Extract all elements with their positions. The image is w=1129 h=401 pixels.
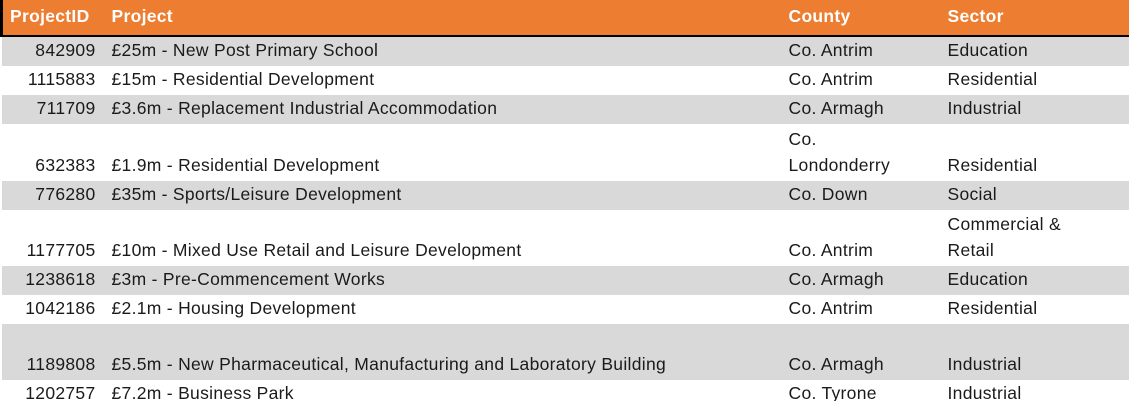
cell-project: £7.2m - Business Park	[102, 380, 783, 401]
cell-project: £3m - Pre-Commencement Works	[102, 266, 783, 295]
column-header-county: County	[782, 0, 943, 37]
table-row: 1042186 £2.1m - Housing Development Co. …	[1, 295, 1129, 324]
cell-project-id: 1115883	[1, 66, 103, 95]
cell-project-id: 632383	[1, 124, 103, 181]
cell-county: Co. Down	[782, 181, 943, 210]
cell-county: Co. Antrim	[782, 210, 943, 266]
cell-sector: Residential	[942, 295, 1129, 324]
cell-county: Co. Londonderry	[782, 124, 943, 181]
table-row: 1115883 £15m - Residential Development C…	[1, 66, 1129, 95]
cell-project: £2.1m - Housing Development	[102, 295, 783, 324]
cell-project-id: 776280	[1, 181, 103, 210]
cell-project: £25m - New Post Primary School	[102, 36, 783, 66]
column-header-projectid: ProjectID	[0, 0, 103, 37]
cell-county: Co. Armagh	[782, 95, 943, 124]
table-row: 632383 £1.9m - Residential Development C…	[1, 124, 1129, 181]
column-header-sector: Sector	[942, 0, 1129, 37]
table-row: 1189808 £5.5m - New Pharmaceutical, Manu…	[1, 324, 1129, 380]
cell-project-id: 1238618	[1, 266, 103, 295]
cell-sector: Commercial & Retail	[942, 210, 1129, 266]
cell-project: £10m - Mixed Use Retail and Leisure Deve…	[102, 210, 783, 266]
cell-project: £5.5m - New Pharmaceutical, Manufacturin…	[102, 324, 783, 380]
table-row: 776280 £35m - Sports/Leisure Development…	[1, 181, 1129, 210]
table-row: 711709 £3.6m - Replacement Industrial Ac…	[1, 95, 1129, 124]
header-row: ProjectID Project County Sector	[0, 0, 1129, 37]
cell-county: Co. Antrim	[782, 66, 943, 95]
cell-sector: Industrial	[942, 324, 1129, 380]
cell-project: £15m - Residential Development	[102, 66, 783, 95]
cell-project-id: 1189808	[1, 324, 103, 380]
table-row: 842909 £25m - New Post Primary School Co…	[1, 36, 1129, 66]
cell-sector: Social	[942, 181, 1129, 210]
cell-project-id: 1202757	[1, 380, 103, 401]
table-row: 1177705 £10m - Mixed Use Retail and Leis…	[1, 210, 1129, 266]
cell-county: Co. Tyrone	[782, 380, 943, 401]
cell-project-id: 1042186	[1, 295, 103, 324]
cell-project-id: 1177705	[1, 210, 103, 266]
cell-county: Co. Antrim	[782, 295, 943, 324]
cell-sector: Residential	[942, 124, 1129, 181]
cell-project: £1.9m - Residential Development	[102, 124, 783, 181]
table-body: 842909 £25m - New Post Primary School Co…	[1, 36, 1129, 401]
table-header: ProjectID Project County Sector	[0, 0, 1129, 37]
cell-county: Co. Armagh	[782, 266, 943, 295]
cell-project-id: 842909	[1, 36, 103, 66]
cell-sector: Education	[942, 266, 1129, 295]
column-header-project: Project	[102, 0, 783, 37]
cell-county: Co. Armagh	[782, 324, 943, 380]
cell-sector: Industrial	[942, 95, 1129, 124]
cell-sector: Residential	[942, 66, 1129, 95]
table-row: 1202757 £7.2m - Business Park Co. Tyrone…	[1, 380, 1129, 401]
cell-sector: Education	[942, 36, 1129, 66]
cell-project: £35m - Sports/Leisure Development	[102, 181, 783, 210]
table-row: 1238618 £3m - Pre-Commencement Works Co.…	[1, 266, 1129, 295]
cell-sector: Industrial	[942, 380, 1129, 401]
cell-project-id: 711709	[1, 95, 103, 124]
cell-county: Co. Antrim	[782, 36, 943, 66]
cell-project: £3.6m - Replacement Industrial Accommoda…	[102, 95, 783, 124]
